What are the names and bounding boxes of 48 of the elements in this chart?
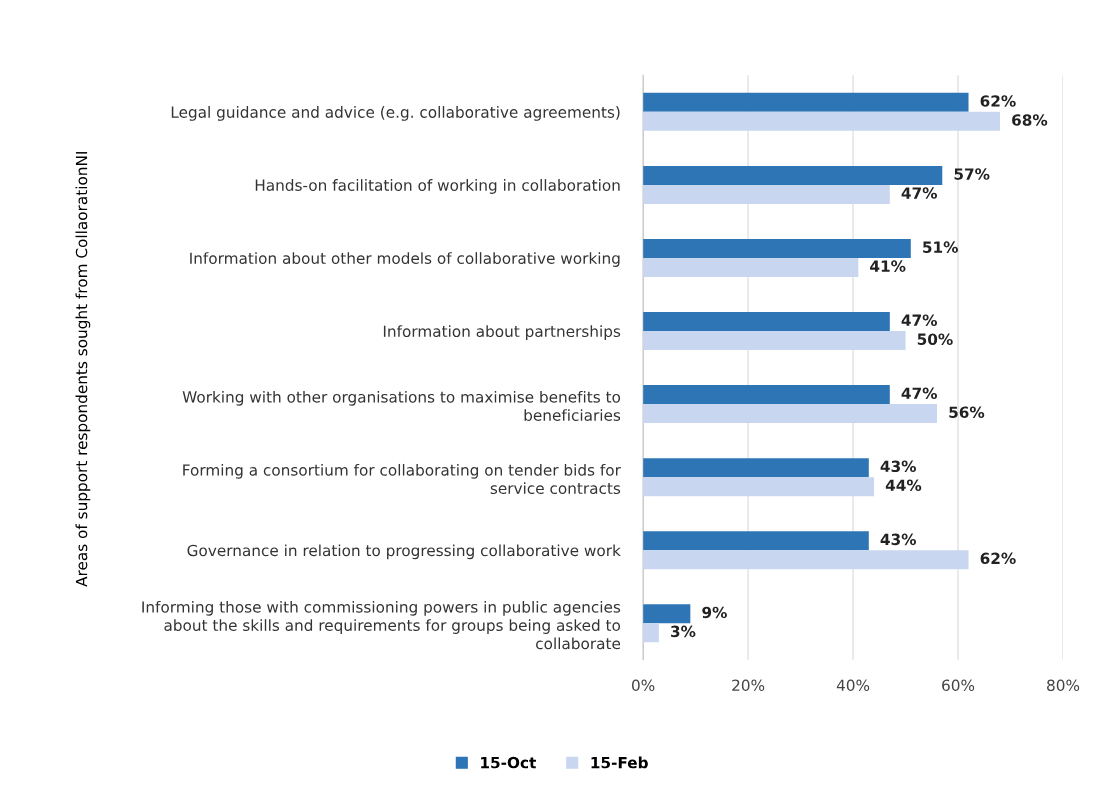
bar <box>643 458 869 478</box>
data-label: 68% <box>1012 114 1048 126</box>
data-label: 43% <box>880 533 916 546</box>
y-tick-label: Informing those with commissioning powers in public agencies about the skills and requirements for groups being asked to collaborate <box>142 600 621 650</box>
y-tick-label: Hands-on facilitation of working in collaboration <box>255 179 620 194</box>
y-tick-label: Governance in relation to progressing collaborative work <box>187 544 621 560</box>
x-tick-label: 40% <box>836 679 870 692</box>
data-label: 43% <box>880 460 916 473</box>
data-label: 47% <box>901 387 937 400</box>
y-tick-label: Working with other organisations to maximise benefits to beneficiaries <box>182 390 621 421</box>
bar <box>643 331 906 351</box>
bar <box>643 92 969 112</box>
data-label: 47% <box>901 314 937 326</box>
y-axis-title: Areas of support respondents sought from CollaorationNI <box>75 152 91 587</box>
bar <box>643 531 869 551</box>
bar <box>643 257 859 277</box>
data-label: 51% <box>923 241 958 253</box>
y-tick-label: Information about partnerships <box>383 325 621 341</box>
legend-label: 15-Feb <box>591 756 648 769</box>
y-tick-label: Information about other models of collaborative working <box>190 252 620 267</box>
data-label: 50% <box>917 333 953 345</box>
data-label: 3% <box>670 625 696 638</box>
bar <box>643 404 938 424</box>
x-tick-label: 20% <box>732 679 765 692</box>
y-tick-label: Forming a consortium for collaborating on tender bids for service contracts <box>183 463 621 495</box>
data-label: 57% <box>954 168 990 180</box>
x-tick-label: 80% <box>1047 679 1080 692</box>
bar <box>643 604 691 624</box>
bar <box>643 623 659 643</box>
x-tick-label: 0% <box>632 679 655 692</box>
data-label: 41% <box>870 260 906 272</box>
data-label: 56% <box>949 406 985 419</box>
y-tick-label: Legal guidance and advice (e.g. collaborative agreements) <box>171 106 620 121</box>
bar <box>643 238 911 258</box>
bar <box>643 477 875 497</box>
bar <box>643 165 943 185</box>
data-label: 62% <box>980 552 1016 565</box>
bar <box>643 111 1001 131</box>
bar <box>643 312 890 332</box>
data-label: 47% <box>901 187 937 199</box>
bar <box>643 184 890 204</box>
x-tick-label: 60% <box>942 679 975 692</box>
data-label: 62% <box>980 95 1016 107</box>
bar <box>643 385 890 405</box>
legend-label: 15-Oct <box>481 756 536 769</box>
bar <box>643 550 969 570</box>
data-label: 44% <box>885 479 922 492</box>
data-label: 9% <box>702 606 727 619</box>
